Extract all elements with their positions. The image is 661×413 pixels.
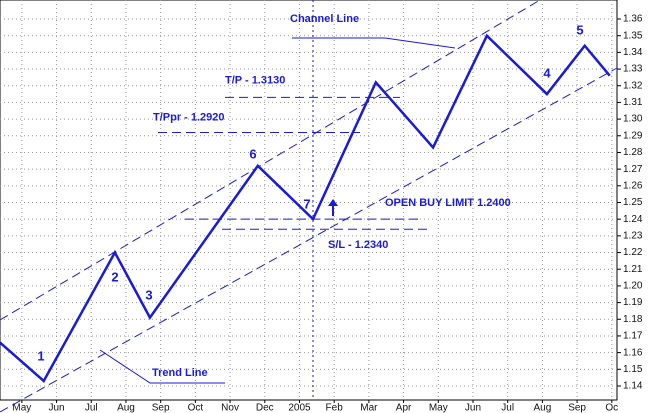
- y-tick-label: 1.18: [623, 314, 643, 325]
- x-tick-label: Nov: [221, 403, 239, 413]
- x-tick-label: Mar: [360, 403, 378, 413]
- level-label: OPEN BUY LIMIT 1.2400: [385, 197, 511, 209]
- price-line: [0, 33, 611, 383]
- y-tick-label: 1.33: [623, 64, 643, 75]
- trend-label: Trend Line: [152, 367, 208, 379]
- plot-frame: [0, 0, 618, 401]
- buy-arrow: [328, 199, 338, 216]
- x-tick-label: Oc: [605, 403, 618, 413]
- y-tick-label: 1.23: [623, 231, 643, 242]
- trend-pointer: [99, 349, 225, 384]
- x-tick-label: Jun: [465, 403, 481, 413]
- x-tick-label: 2005: [288, 403, 311, 413]
- x-tick-label: May: [429, 403, 448, 413]
- x-tick-label: Sep: [152, 403, 170, 413]
- x-tick-label: Feb: [326, 403, 344, 413]
- y-tick-label: 1.20: [623, 281, 643, 292]
- level-label: T/Ppr - 1.2920: [153, 111, 225, 123]
- wave-label: 1: [37, 348, 44, 363]
- wave-label: 6: [249, 146, 256, 161]
- y-tick-label: 1.30: [623, 114, 643, 125]
- wave-label: 7: [303, 196, 310, 211]
- x-tick-label: Apr: [396, 403, 412, 413]
- y-tick-label: 1.16: [623, 347, 643, 358]
- x-tick-label: May: [12, 403, 31, 413]
- wave-label: 4: [543, 65, 551, 80]
- x-tick-label: Jul: [501, 403, 514, 413]
- channel-label: Channel Line: [290, 13, 359, 25]
- wave-label: 3: [145, 287, 152, 302]
- level-label: T/P - 1.3130: [225, 74, 285, 86]
- x-tick-label: Jun: [49, 403, 65, 413]
- y-tick-label: 1.15: [623, 364, 643, 375]
- x-tick-label: Sep: [568, 403, 586, 413]
- wave-label: 2: [111, 269, 118, 284]
- wave-label: 5: [576, 22, 583, 37]
- level-label: S/L - 1.2340: [328, 239, 388, 251]
- y-tick-label: 1.32: [623, 80, 643, 91]
- y-tick-label: 1.17: [623, 331, 643, 342]
- x-tick-label: Jul: [85, 403, 98, 413]
- y-tick-label: 1.19: [623, 297, 643, 308]
- x-tick-label: Dec: [256, 403, 274, 413]
- y-tick-label: 1.36: [623, 14, 643, 25]
- y-tick-label: 1.27: [623, 164, 643, 175]
- y-tick-label: 1.24: [623, 214, 643, 225]
- channel-upper: [0, 0, 541, 321]
- y-tick-label: 1.35: [623, 30, 643, 41]
- y-tick-label: 1.31: [623, 97, 643, 108]
- x-tick-label: Aug: [533, 403, 551, 413]
- y-tick-label: 1.29: [623, 130, 643, 141]
- y-tick-label: 1.26: [623, 180, 643, 191]
- y-tick-label: 1.25: [623, 197, 643, 208]
- x-tick-label: Oct: [188, 403, 204, 413]
- y-tick-label: 1.14: [623, 381, 643, 392]
- channel-lower: [0, 67, 618, 413]
- x-tick-label: Aug: [117, 403, 135, 413]
- channel-pointer: [292, 37, 456, 49]
- y-tick-label: 1.28: [623, 147, 643, 158]
- y-tick-label: 1.21: [623, 264, 643, 275]
- y-tick-label: 1.22: [623, 247, 643, 258]
- y-tick-label: 1.34: [623, 47, 643, 58]
